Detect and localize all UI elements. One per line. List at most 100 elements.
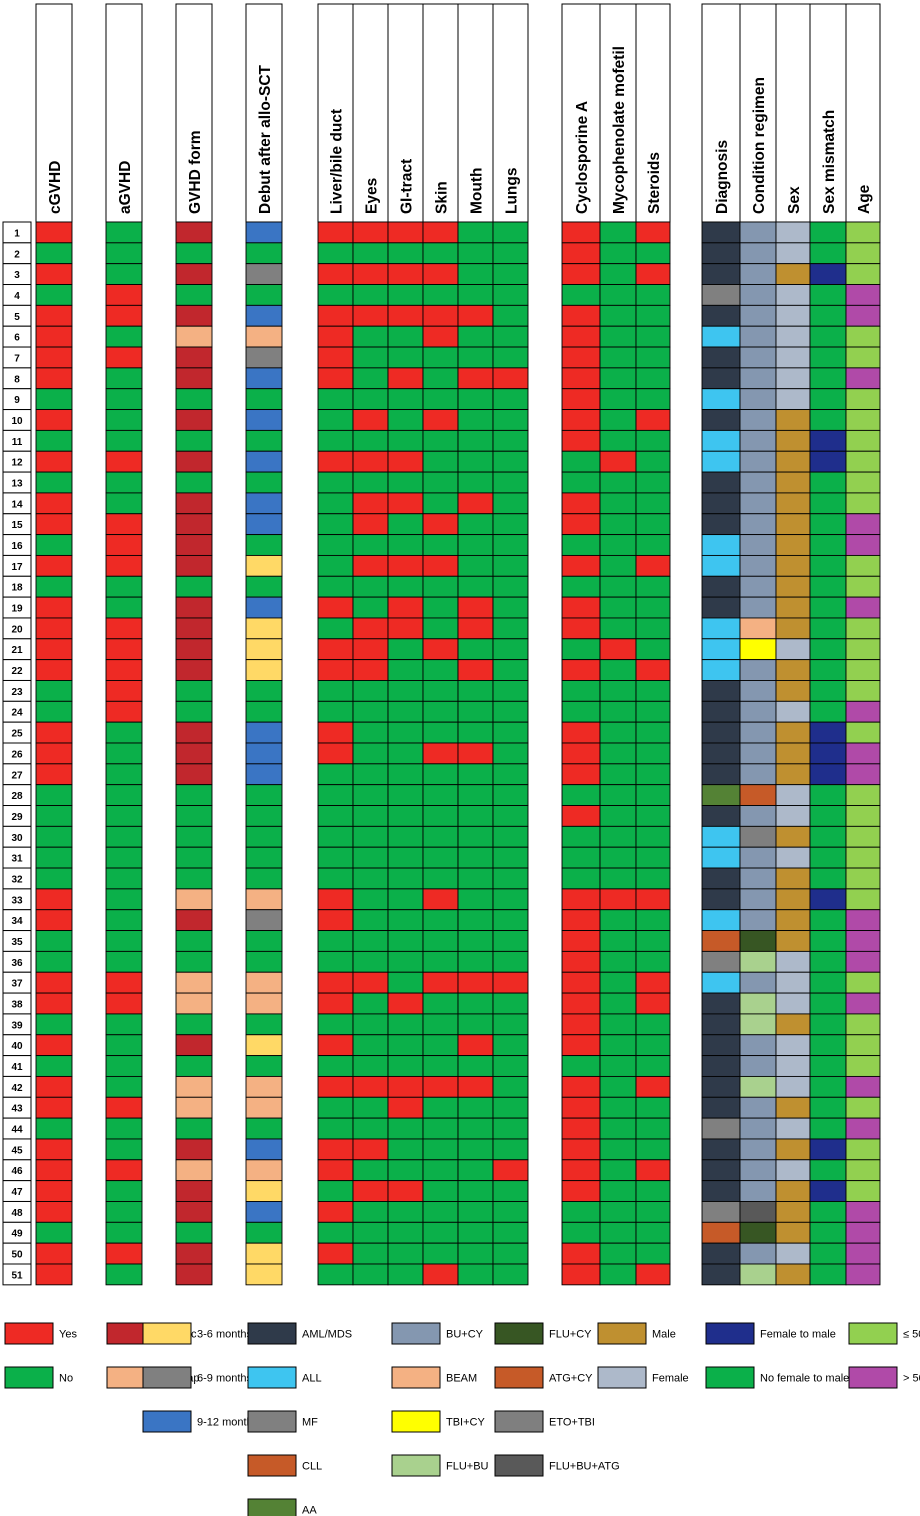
heatmap-cell: [809, 596, 847, 619]
row-number-label: 1: [14, 228, 20, 239]
heatmap-cell: [457, 742, 494, 765]
heatmap-cell: [845, 284, 881, 306]
heatmap-cell: [561, 763, 601, 786]
row-number-label: 46: [11, 1166, 23, 1177]
column-header-liver-bile-duct: Liver/bile duct: [329, 109, 346, 214]
heatmap-cell: [635, 263, 671, 285]
heatmap-cell: [317, 846, 354, 869]
heatmap-cell: [422, 221, 459, 244]
heatmap-cell: [175, 1180, 213, 1202]
heatmap-cell: [492, 867, 529, 890]
heatmap-cell: [561, 1117, 601, 1140]
heatmap-cell: [35, 1201, 73, 1223]
column-header-box-eyes: [352, 3, 389, 223]
heatmap-cell: [599, 638, 637, 661]
heatmap-cell: [845, 825, 881, 848]
heatmap-cell: [845, 721, 881, 744]
heatmap-cell: [35, 617, 73, 640]
heatmap-cell: [245, 367, 283, 390]
heatmap-cell: [561, 805, 601, 827]
heatmap-cell: [561, 1055, 601, 1077]
row-number-label: 48: [11, 1208, 23, 1219]
heatmap-cell: [492, 388, 529, 411]
row-number-label: 35: [11, 937, 23, 948]
heatmap-cell: [245, 596, 283, 619]
heatmap-cell: [739, 1138, 777, 1161]
heatmap-cell: [701, 909, 741, 932]
heatmap-cell: [387, 784, 424, 806]
heatmap-cell: [845, 867, 881, 890]
heatmap-cell: [422, 263, 459, 285]
heatmap-cell: [599, 1201, 637, 1223]
heatmap-cell: [245, 909, 283, 932]
legend-label-aa: AA: [302, 1505, 317, 1516]
heatmap-cell: [352, 596, 389, 619]
heatmap-cell: [175, 367, 213, 390]
row-number-label: 28: [11, 791, 23, 802]
row-number-label: 2: [14, 249, 20, 260]
column-header-box-condition-regimen: [739, 3, 777, 223]
heatmap-cell: [739, 784, 777, 806]
heatmap-cell: [492, 846, 529, 869]
heatmap-cell: [845, 492, 881, 515]
heatmap-cell: [492, 1034, 529, 1057]
heatmap-cell: [457, 888, 494, 911]
heatmap-cell: [809, 492, 847, 515]
heatmap-cell: [701, 784, 741, 806]
heatmap-cell: [701, 680, 741, 702]
heatmap-cell: [175, 575, 213, 598]
heatmap-cell: [422, 471, 459, 494]
heatmap-cell: [387, 930, 424, 952]
heatmap-cell: [352, 263, 389, 285]
heatmap-cell: [492, 992, 529, 1015]
heatmap-cell: [775, 1055, 811, 1077]
column-header-gvhd-form: GVHD form: [187, 130, 204, 214]
heatmap-cell: [352, 721, 389, 744]
heatmap-cell: [457, 1117, 494, 1140]
heatmap-cell: [739, 763, 777, 786]
legend-label-mf: MF: [302, 1417, 318, 1429]
heatmap-cell: [457, 1159, 494, 1182]
heatmap-cell: [175, 825, 213, 848]
legend-label-3-6-months: 3-6 months: [197, 1329, 253, 1341]
heatmap-cell: [845, 554, 881, 577]
heatmap-cell: [35, 471, 73, 494]
legend-swatch-atg-cy: [494, 1366, 544, 1389]
heatmap-cell: [701, 805, 741, 827]
legend-label-aml-mds: AML/MDS: [302, 1329, 352, 1341]
heatmap-cell: [635, 867, 671, 890]
heatmap-cell: [809, 346, 847, 369]
legend-swatch-aml-mds: [247, 1322, 297, 1345]
row-number-label: 20: [11, 624, 23, 635]
heatmap-cell: [845, 596, 881, 619]
column-header-box-sex: [775, 3, 811, 223]
heatmap-cell: [845, 638, 881, 661]
heatmap-cell: [701, 1221, 741, 1244]
heatmap-cell: [845, 992, 881, 1015]
heatmap-cell: [809, 1117, 847, 1140]
heatmap-cell: [352, 659, 389, 681]
heatmap-cell: [352, 1159, 389, 1182]
heatmap-cell: [599, 1117, 637, 1140]
heatmap-cell: [599, 1075, 637, 1098]
heatmap-cell: [422, 1055, 459, 1077]
heatmap-cell: [422, 575, 459, 598]
heatmap-cell: [175, 450, 213, 473]
heatmap-cell: [739, 992, 777, 1015]
heatmap-cell: [809, 721, 847, 744]
heatmap-cell: [387, 617, 424, 640]
row-number-label: 3: [14, 270, 20, 281]
heatmap-cell: [245, 992, 283, 1015]
heatmap-cell: [492, 596, 529, 619]
heatmap-cell: [35, 742, 73, 765]
heatmap-cell: [492, 263, 529, 285]
heatmap-cell: [775, 617, 811, 640]
heatmap-cell: [775, 825, 811, 848]
heatmap-cell: [457, 971, 494, 994]
heatmap-cell: [492, 575, 529, 598]
heatmap-cell: [492, 409, 529, 431]
heatmap-cell: [105, 242, 143, 265]
heatmap-cell: [845, 1096, 881, 1119]
heatmap-cell: [739, 846, 777, 869]
heatmap-cell: [809, 1075, 847, 1098]
